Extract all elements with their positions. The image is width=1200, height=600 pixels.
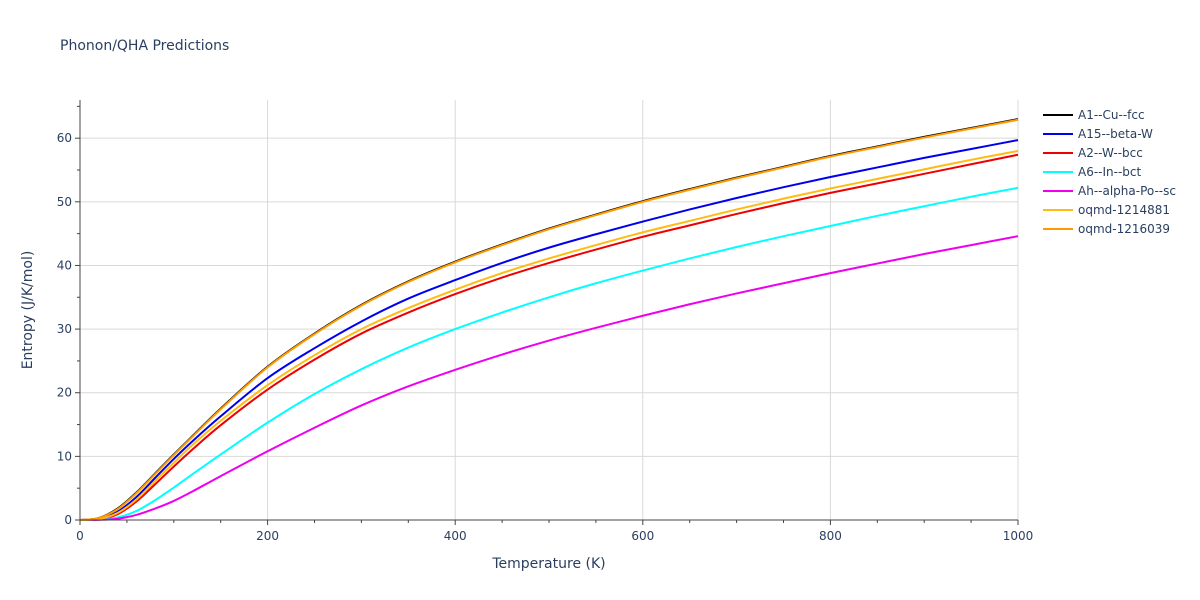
y-tick-label: 30: [57, 322, 72, 336]
legend[interactable]: A1--Cu--fcc A15--beta-W A2--W--bcc A6--In--…: [1043, 108, 1176, 236]
x-axis-title: Temperature (K): [491, 556, 605, 572]
x-tick-label: 1000: [1003, 529, 1034, 543]
series-line-A2--W--bcc: [79, 153, 1019, 522]
legend-label: oqmd-1216039: [1078, 222, 1170, 236]
series-line-A15--beta-W: [79, 139, 1019, 521]
x-tick-label: 200: [256, 529, 279, 543]
legend-label: A6--In--bct: [1078, 165, 1142, 179]
axes: 0 200 400 600 800 1000 0 10 20 30 40 50 60: [57, 100, 1034, 543]
legend-item[interactable]: A2--W--bcc: [1043, 146, 1143, 160]
chart-title: Phonon/QHA Predictions: [60, 38, 229, 54]
grid: [80, 100, 1019, 520]
legend-label: A2--W--bcc: [1078, 146, 1143, 160]
legend-item[interactable]: A1--Cu--fcc: [1043, 108, 1145, 122]
legend-label: Ah--alpha-Po--sc: [1078, 184, 1176, 198]
legend-item[interactable]: oqmd-1216039: [1043, 222, 1170, 236]
x-tick-label: 400: [444, 529, 467, 543]
series-line-oqmd-1216039: [79, 118, 1019, 521]
series-line-A6--In--bct: [79, 186, 1019, 521]
series-line-Ah--alpha-Po--sc: [79, 235, 1019, 522]
legend-item[interactable]: Ah--alpha-Po--sc: [1043, 184, 1176, 198]
legend-item[interactable]: oqmd-1214881: [1043, 203, 1170, 217]
legend-item[interactable]: A15--beta-W: [1043, 127, 1153, 141]
y-tick-label: 60: [57, 131, 72, 145]
y-tick-label: 50: [57, 195, 72, 209]
legend-label: oqmd-1214881: [1078, 203, 1170, 217]
x-tick-label: 600: [631, 529, 654, 543]
y-tick-label: 40: [57, 258, 72, 272]
legend-label: A15--beta-W: [1078, 127, 1153, 141]
y-tick-label: 20: [57, 386, 72, 400]
y-tick-label: 10: [57, 449, 72, 463]
legend-label: A1--Cu--fcc: [1078, 108, 1145, 122]
x-tick-label: 0: [76, 529, 84, 543]
y-axis-title: Entropy (J/K/mol): [20, 251, 36, 370]
series-lines: [79, 118, 1019, 522]
series-line-oqmd-1214881: [79, 149, 1019, 521]
y-tick-label: 0: [64, 513, 72, 527]
x-tick-label: 800: [819, 529, 842, 543]
legend-item[interactable]: A6--In--bct: [1043, 165, 1142, 179]
